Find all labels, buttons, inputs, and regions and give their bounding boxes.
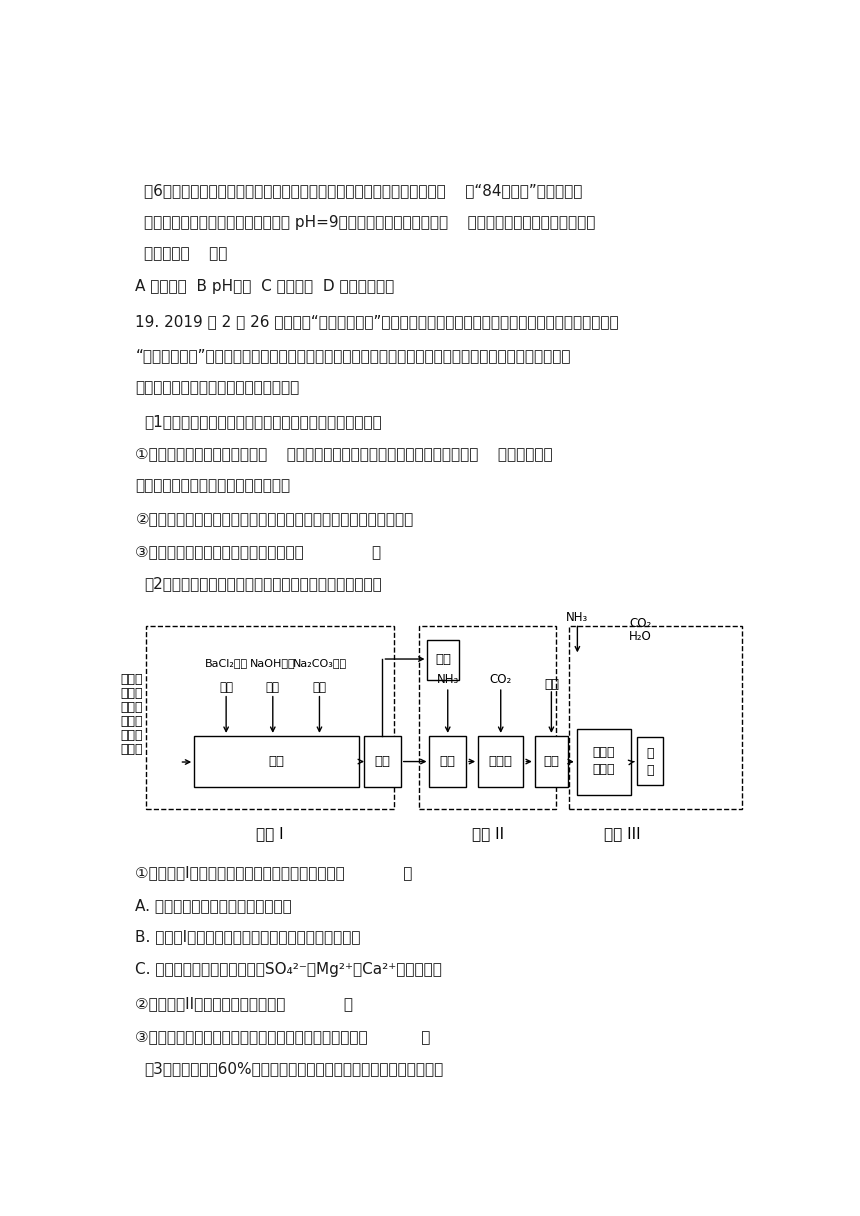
- Text: （1）人类正在运用各种方法，开采、提取多种海洋资源。: （1）人类正在运用各种方法，开采、提取多种海洋资源。: [144, 413, 382, 429]
- Text: 流程 II: 流程 II: [472, 826, 504, 840]
- Text: NaOH溶液: NaOH溶液: [250, 658, 296, 668]
- Text: （含氯: （含氯: [120, 687, 144, 700]
- Text: 碱: 碱: [646, 764, 654, 777]
- Text: A. 加入的三种溶液的顺序不可以调整: A. 加入的三种溶液的顺序不可以调整: [136, 897, 292, 913]
- Text: CO₂: CO₂: [489, 674, 512, 686]
- Bar: [535, 736, 568, 787]
- Text: 固体: 固体: [435, 653, 452, 666]
- Bar: [568, 626, 742, 809]
- Bar: [577, 730, 631, 795]
- Text: A 紫色石蕊  B pH试纸  C 无色醗酸  D 红色石蕊试纸: A 紫色石蕊 B pH试纸 C 无色醗酸 D 红色石蕊试纸: [136, 278, 395, 294]
- Text: 场所杀菌消毒。测得稀释后的消毒液 pH=9，实验室测定该数据可选用    （选填字母序号）。根据测定，: 场所杀菌消毒。测得稀释后的消毒液 pH=9，实验室测定该数据可选用 （选填字母序…: [144, 215, 595, 230]
- Text: “海洋地质十号”由中国自主设计、建造，可以实现在全球无限航区开展海洋地质调查工作。它助力科学家们: “海洋地质十号”由中国自主设计、建造，可以实现在全球无限航区开展海洋地质调查工作…: [136, 348, 571, 364]
- Text: 过滤: 过滤: [544, 755, 559, 769]
- Text: Na₂CO₃溶液: Na₂CO₃溶液: [292, 658, 347, 668]
- Text: C. 加入三种溶液将粗盐水中的SO₄²⁻、Mg²⁺、Ca²⁺转化为沉淠: C. 加入三种溶液将粗盐水中的SO₄²⁻、Mg²⁺、Ca²⁺转化为沉淠: [136, 962, 442, 978]
- Text: 19. 2019 年 2 月 26 日，我国“海洋地质十号”调查船完成中巴印度洋联合海洋地质科学考察，返択广州。: 19. 2019 年 2 月 26 日，我国“海洋地质十号”调查船完成中巴印度洋…: [136, 315, 619, 330]
- Text: 海水中提取大量盐类，用作化工原料。: 海水中提取大量盐类，用作化工原料。: [136, 478, 291, 494]
- Text: NH₃: NH₃: [437, 674, 459, 686]
- Text: ①海水化学资源：工业上常采用    法从海水中获取大量淡水，解决淡水危机。利用    的基本原理从: ①海水化学资源：工业上常采用 法从海水中获取大量淡水，解决淡水危机。利用 的基本…: [136, 446, 553, 462]
- Text: 过量: 过量: [266, 681, 280, 693]
- Text: 氯化馒: 氯化馒: [120, 715, 144, 728]
- Bar: [146, 626, 394, 809]
- Text: 化镁、: 化镁、: [120, 702, 144, 714]
- Text: 过量: 过量: [219, 681, 233, 693]
- Text: 沉淠: 沉淠: [269, 755, 285, 769]
- Text: 和硫酸: 和硫酸: [120, 730, 144, 742]
- Bar: [637, 737, 663, 786]
- Text: B. 按流程I所加溶液的顺序除杂，过滤后得到三种沉淠: B. 按流程I所加溶液的顺序除杂，过滤后得到三种沉淠: [136, 929, 361, 945]
- Text: （2）某工厂利用海水制造纯砌，生产工艺流程如图所示：: （2）某工厂利用海水制造纯砌，生产工艺流程如图所示：: [144, 576, 382, 592]
- Text: H₂O: H₂O: [630, 630, 652, 643]
- Text: ③从原料和循环利用的角度分析海水制砌生产流程的优点           。: ③从原料和循环利用的角度分析海水制砌生产流程的优点 。: [136, 1029, 431, 1043]
- Text: 过量: 过量: [312, 681, 327, 693]
- Text: 流程 III: 流程 III: [604, 826, 641, 840]
- Text: 对海底世界的新认知，新发现与新开发。: 对海底世界的新认知，新发现与新开发。: [136, 379, 300, 395]
- Text: NH₃: NH₃: [566, 612, 588, 624]
- Text: ②海底矿产资源：海底蕤含着煮、石油、天然气等数百种矿产资源。: ②海底矿产资源：海底蕤含着煮、石油、天然气等数百种矿产资源。: [136, 511, 414, 527]
- Text: （6）生石灰与水反应后生成一种具有消毒能力的物质，该物质的化学式是    ；“84消毒液”常用于公共: （6）生石灰与水反应后生成一种具有消毒能力的物质，该物质的化学式是 ；“84消毒…: [144, 184, 582, 198]
- Bar: [364, 736, 401, 787]
- Text: 灼烧碳: 灼烧碳: [593, 747, 615, 759]
- Text: 碳酸化: 碳酸化: [488, 755, 513, 769]
- Text: 流程 I: 流程 I: [256, 826, 284, 840]
- Text: BaCl₂溶液: BaCl₂溶液: [205, 658, 248, 668]
- Text: 酸氢鸑: 酸氢鸑: [593, 762, 615, 776]
- Text: 粗盐水: 粗盐水: [120, 674, 144, 686]
- Text: ①对于流程I中加入的三种溶液，下列说法正确的是            。: ①对于流程I中加入的三种溶液，下列说法正确的是 。: [136, 865, 413, 880]
- Text: 该消毒液呈    性。: 该消毒液呈 性。: [144, 246, 228, 261]
- Bar: [420, 626, 556, 809]
- Text: CO₂: CO₂: [630, 617, 652, 630]
- Text: 鸑杂）: 鸑杂）: [120, 743, 144, 756]
- Text: 滤液: 滤液: [544, 677, 559, 691]
- Text: 过滤: 过滤: [374, 755, 390, 769]
- Text: 纯: 纯: [646, 747, 654, 760]
- Bar: [427, 641, 459, 680]
- Text: ②经过流程II过滤后的滤液主要含有            。: ②经过流程II过滤后的滤液主要含有 。: [136, 996, 353, 1010]
- Bar: [478, 736, 524, 787]
- Text: （3）目前世界上60%的镁是从海水中提取的，其主要步骤如图所示：: （3）目前世界上60%的镁是从海水中提取的，其主要步骤如图所示：: [144, 1062, 444, 1076]
- Text: 氨化: 氨化: [439, 755, 456, 769]
- Text: ③海洋鱼类、海参、龙虞富含的营养素是              。: ③海洋鱼类、海参、龙虞富含的营养素是 。: [136, 544, 382, 559]
- Bar: [429, 736, 466, 787]
- Bar: [194, 736, 359, 787]
